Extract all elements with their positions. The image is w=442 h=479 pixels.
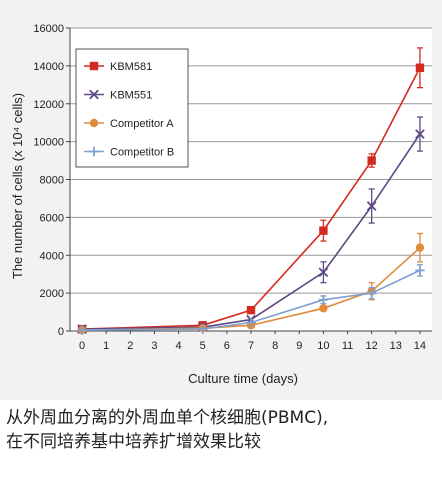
data-point: [319, 226, 328, 235]
series-line-competitor-b: [82, 269, 421, 331]
x-tick-label: 9: [296, 340, 302, 352]
data-point: [366, 201, 377, 211]
x-tick-label: 6: [224, 340, 230, 352]
x-tick-label: 1: [103, 340, 109, 352]
data-point: [319, 304, 328, 313]
x-tick-label: 7: [248, 340, 254, 352]
x-tick-label: 13: [390, 340, 402, 352]
x-tick-label: 5: [200, 340, 206, 352]
data-point: [415, 265, 425, 276]
y-tick-label: 2000: [40, 288, 64, 300]
legend-item-competitor-a: Competitor A: [84, 118, 174, 130]
y-tick-label: 16000: [33, 23, 64, 35]
data-point: [366, 288, 377, 298]
x-tick-label: 8: [272, 340, 278, 352]
x-tick-label: 10: [317, 340, 329, 352]
data-point: [415, 129, 425, 139]
x-tick-label: 3: [151, 340, 157, 352]
series-group: [77, 47, 425, 335]
series-competitor-b: [77, 264, 425, 335]
legend-label: KBM581: [110, 61, 152, 73]
y-tick-label: 8000: [40, 175, 64, 187]
y-tick-label: 6000: [40, 212, 64, 224]
caption-line-1: 从外周血分离的外周血单个核细胞(PBMC),: [6, 408, 329, 428]
x-tick-label: 2: [127, 340, 133, 352]
data-point: [246, 305, 256, 315]
legend-marker: [89, 89, 99, 100]
legend-item-competitor-b: Competitor B: [84, 147, 174, 159]
x-tick-labels: 0 1 2 3 4 5 6 7 8 9 10 11 12 13 14: [79, 340, 426, 352]
y-tick-label: 12000: [33, 99, 64, 111]
y-tick-labels: 0 2000 4000 6000 8000 10000 12000 14000 16000: [33, 23, 64, 338]
data-point: [318, 267, 329, 278]
legend-label: KBM551: [110, 90, 152, 102]
x-tick-label: 4: [176, 340, 182, 352]
legend-marker: [89, 118, 99, 128]
x-tick-label: 14: [414, 340, 426, 352]
y-tick-label: 10000: [33, 137, 64, 149]
data-point: [246, 317, 256, 328]
legend-marker: [89, 61, 99, 71]
line-chart: 0 1 2 3 4 5 6 7 8 9 10 11 12 13 14 0200040006000800010…: [10, 23, 432, 386]
legend-item-kbm581: KBM581: [84, 61, 152, 73]
series-line-kbm581: [82, 67, 421, 330]
legend-label: Competitor A: [110, 118, 174, 130]
figure-caption: 从外周血分离的外周血单个核细胞(PBMC), 在不同培养基中培养扩增效果比较: [6, 406, 438, 454]
x-tick-label: 0: [79, 340, 85, 352]
x-axis-label: Culture time (days): [188, 371, 298, 386]
y-tick-label: 14000: [33, 61, 64, 73]
y-axis-label: The number of cells (x 10⁴ cells): [10, 93, 25, 279]
x-tick-label: 12: [366, 340, 378, 352]
data-point: [367, 156, 376, 165]
x-tick-label: 11: [342, 340, 353, 352]
legend-marker: [89, 146, 99, 157]
series-line-kbm551: [82, 133, 421, 330]
y-tick-label: 0: [58, 326, 64, 338]
legend-label: Competitor B: [110, 147, 174, 159]
caption-line-2: 在不同培养基中培养扩增效果比较: [6, 432, 261, 452]
data-point: [415, 243, 425, 252]
y-tick-label: 4000: [40, 250, 64, 262]
data-point: [318, 295, 329, 305]
data-point: [415, 63, 425, 72]
legend: KBM581 KBM551 Competitor A Competitor B: [75, 48, 189, 168]
chart-figure: 0 1 2 3 4 5 6 7 8 9 10 11 12 13 14 0 2000 4000 6000 8000 10…: [0, 0, 442, 400]
data-point: [198, 324, 208, 334]
data-point: [77, 325, 87, 335]
legend-item-kbm551: KBM551: [84, 90, 152, 102]
